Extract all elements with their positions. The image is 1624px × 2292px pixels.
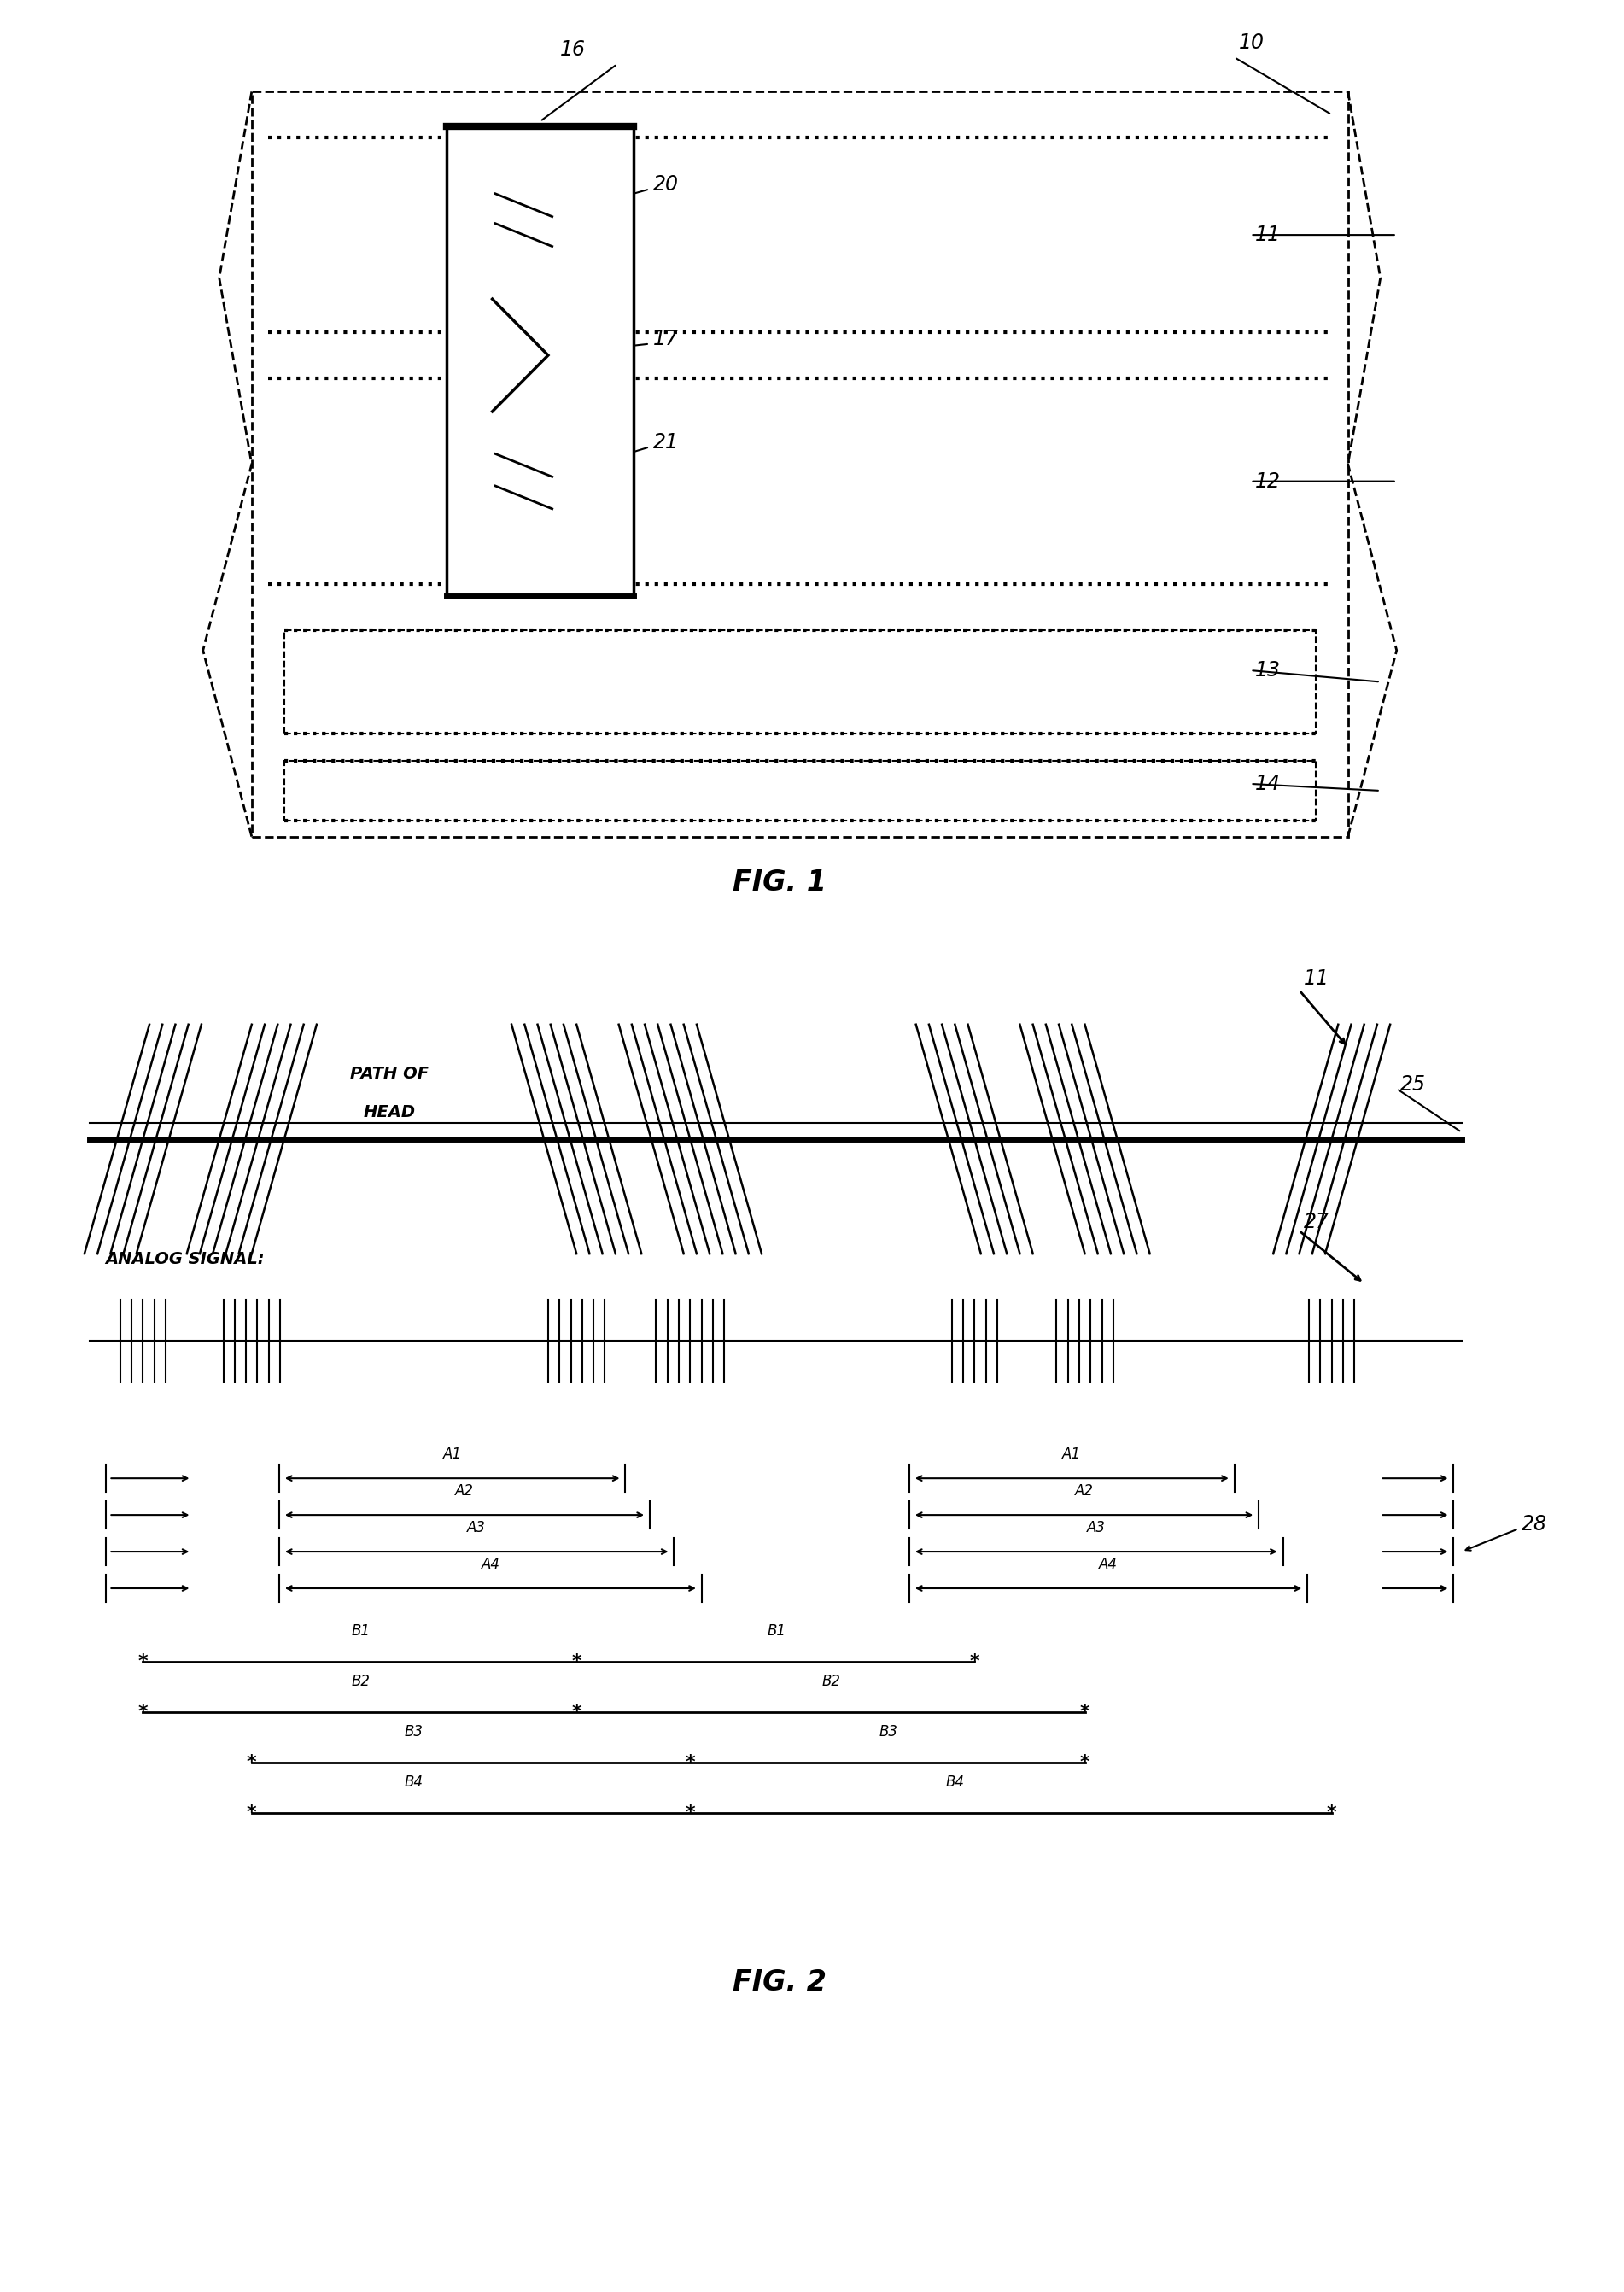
Text: A3: A3 [1086, 1520, 1106, 1536]
Text: 16: 16 [560, 39, 586, 60]
Text: A1: A1 [443, 1446, 461, 1462]
Text: A4: A4 [481, 1556, 500, 1572]
Text: *: * [247, 1753, 257, 1772]
Text: 11: 11 [1255, 225, 1281, 245]
Text: 28: 28 [1522, 1515, 1548, 1533]
Text: B4: B4 [404, 1774, 424, 1790]
Text: B1: B1 [767, 1623, 786, 1639]
Text: HEAD: HEAD [364, 1105, 416, 1121]
Text: *: * [138, 1703, 148, 1721]
Text: A1: A1 [1062, 1446, 1082, 1462]
Text: B3: B3 [879, 1724, 898, 1740]
Text: 11: 11 [1304, 970, 1330, 988]
Text: B4: B4 [945, 1774, 965, 1790]
Text: B3: B3 [404, 1724, 424, 1740]
Text: 17: 17 [653, 330, 679, 348]
Text: 14: 14 [1255, 775, 1281, 793]
Text: ANALOG SIGNAL:: ANALOG SIGNAL: [106, 1251, 265, 1267]
Text: *: * [1327, 1804, 1337, 1822]
Text: *: * [247, 1804, 257, 1822]
Text: A4: A4 [1099, 1556, 1117, 1572]
Text: *: * [572, 1653, 581, 1671]
Text: *: * [138, 1653, 148, 1671]
Polygon shape [447, 126, 633, 596]
Text: 20: 20 [653, 174, 679, 195]
Text: B1: B1 [351, 1623, 370, 1639]
Text: *: * [1080, 1703, 1090, 1721]
Text: A3: A3 [468, 1520, 486, 1536]
Text: *: * [685, 1753, 695, 1772]
Text: B2: B2 [822, 1673, 841, 1689]
Text: 21: 21 [653, 433, 679, 452]
Text: *: * [572, 1703, 581, 1721]
Text: *: * [685, 1804, 695, 1822]
Text: PATH OF: PATH OF [351, 1066, 429, 1082]
Text: 12: 12 [1255, 472, 1281, 490]
Text: FIG. 1: FIG. 1 [732, 869, 827, 896]
Text: B2: B2 [351, 1673, 370, 1689]
Text: 10: 10 [1239, 32, 1265, 53]
Text: A2: A2 [1075, 1483, 1093, 1499]
Text: *: * [1080, 1753, 1090, 1772]
Text: A2: A2 [455, 1483, 474, 1499]
Text: *: * [970, 1653, 979, 1671]
Text: FIG. 2: FIG. 2 [732, 1969, 827, 1996]
Text: 13: 13 [1255, 660, 1281, 681]
Text: 25: 25 [1400, 1075, 1426, 1093]
Text: 27: 27 [1304, 1212, 1330, 1231]
